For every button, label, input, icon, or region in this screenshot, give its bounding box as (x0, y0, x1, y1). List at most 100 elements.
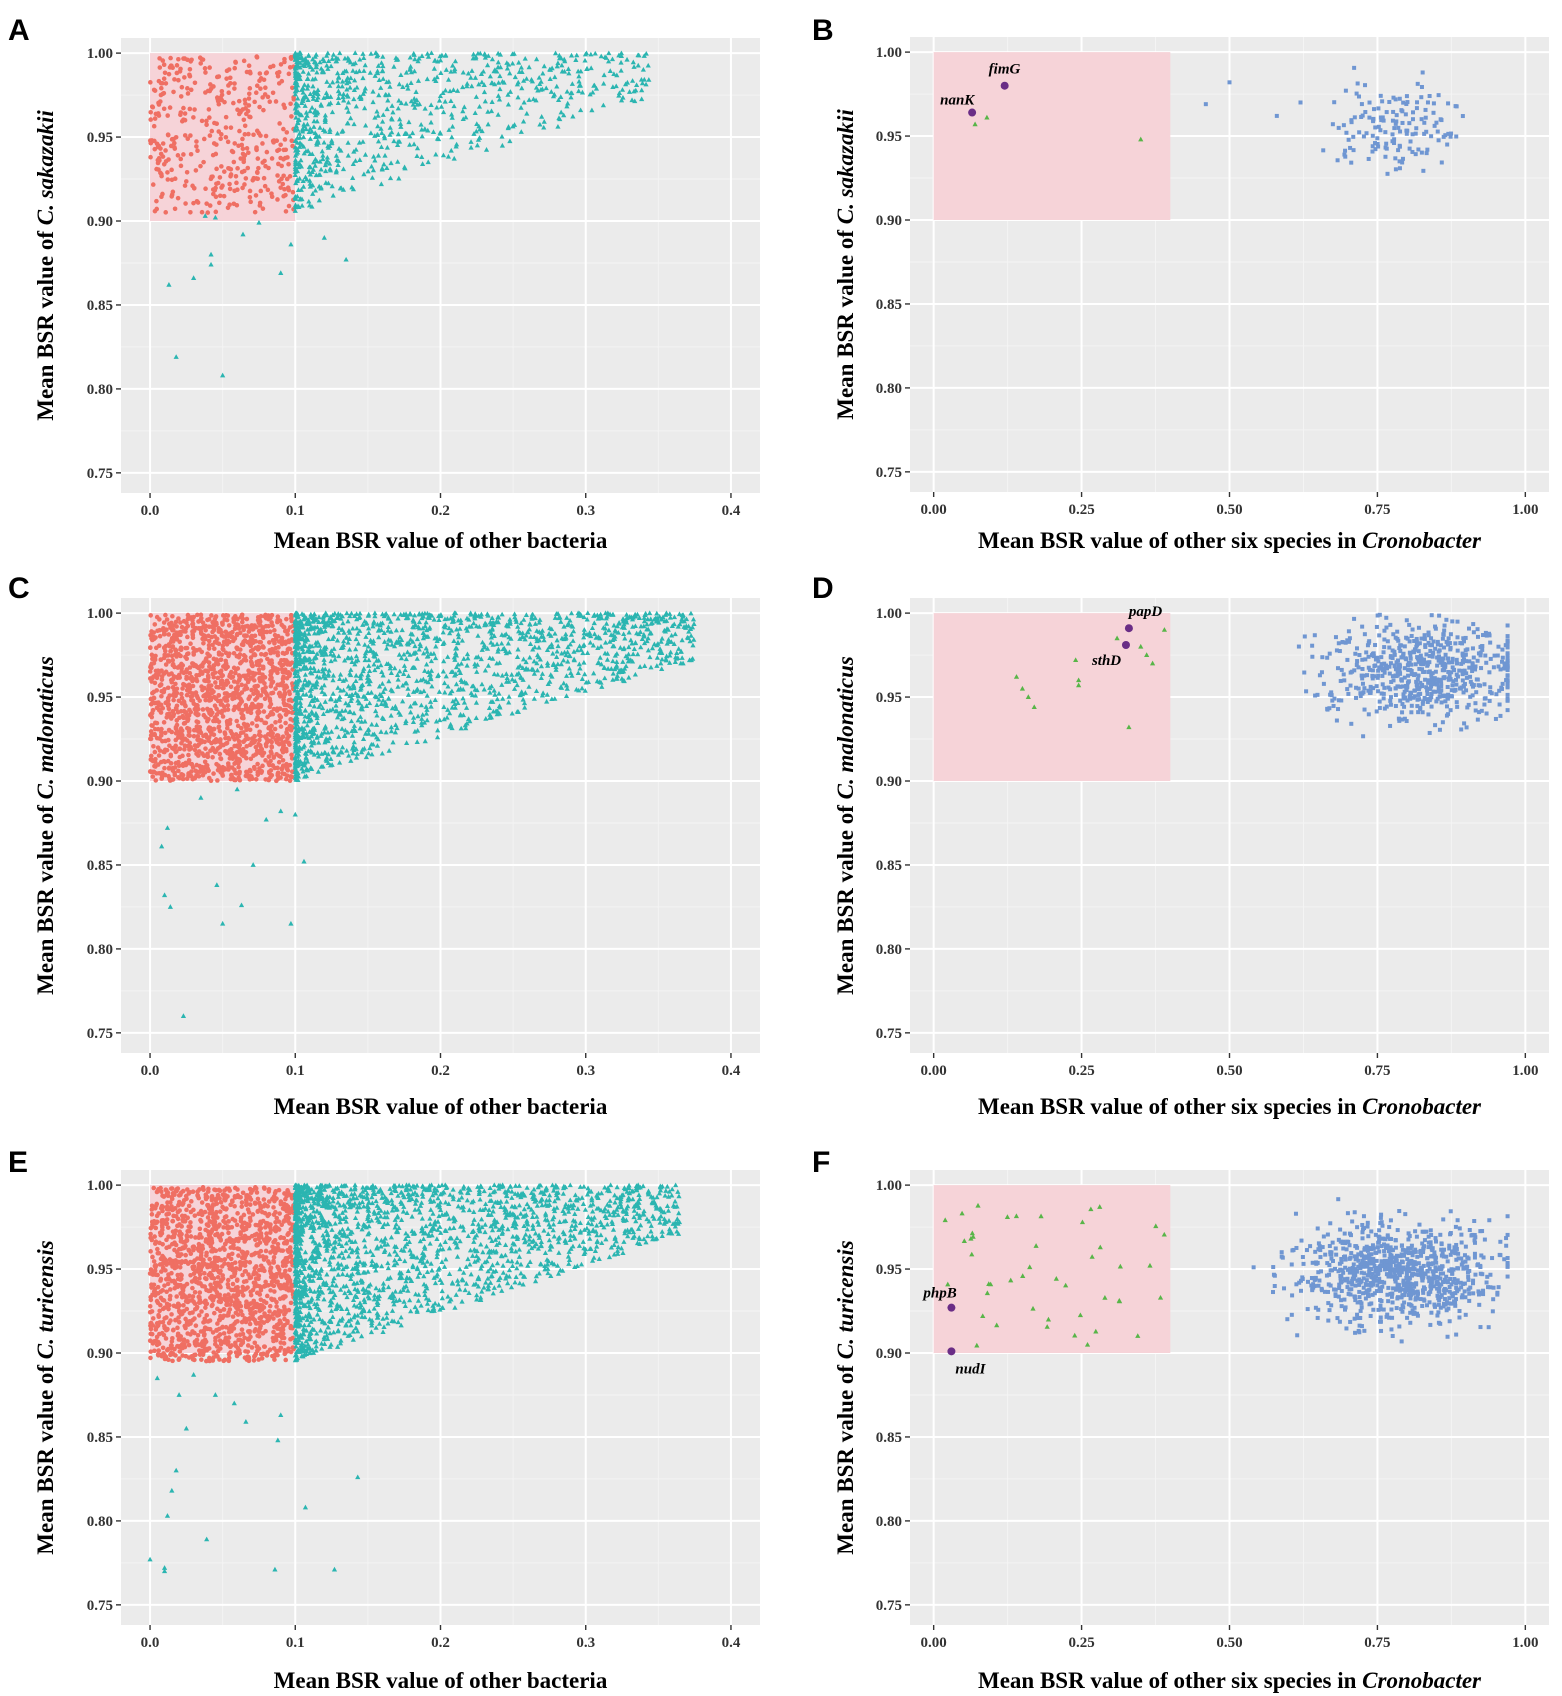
point-triangle-1 (495, 648, 501, 654)
point-square-0 (1378, 128, 1383, 133)
point-circle-0 (205, 210, 211, 215)
point-circle-0 (208, 748, 213, 753)
point-triangle-1 (351, 148, 357, 154)
point-circle-0 (236, 739, 242, 744)
point-triangle-1 (318, 166, 324, 172)
point-triangle-1 (297, 50, 303, 56)
y-tick-label: 0.90 (87, 774, 113, 790)
point-square-0 (1364, 131, 1369, 136)
point-circle-0 (187, 66, 193, 72)
point-square-0 (1392, 126, 1397, 131)
point-triangle-1 (339, 726, 345, 731)
point-square-0 (1349, 118, 1354, 123)
point-circle-0 (286, 161, 291, 167)
point-circle-0 (194, 772, 199, 778)
point-circle-0 (226, 653, 231, 659)
point-circle-0 (157, 56, 162, 61)
point-circle-0 (212, 187, 218, 193)
point-square-0 (1363, 83, 1368, 88)
point-triangle-1 (626, 89, 633, 94)
point-triangle-1 (357, 157, 363, 162)
point-circle-0 (232, 81, 237, 86)
point-circle-0 (268, 615, 273, 621)
point-circle-0 (161, 625, 166, 631)
point-square-0 (1440, 636, 1445, 641)
point-circle-0 (273, 737, 279, 743)
point-triangle-1 (380, 54, 386, 59)
point-triangle-1 (326, 101, 332, 107)
point-circle-0 (162, 747, 168, 753)
point-triangle-1 (324, 62, 330, 68)
point-circle-0 (279, 78, 285, 84)
x-tick-label: 0.3 (576, 503, 595, 519)
point-circle-0 (200, 620, 206, 625)
point-triangle-1 (406, 119, 412, 125)
point-outlier (202, 213, 208, 218)
point-triangle-1 (322, 112, 328, 118)
point-circle-0 (165, 698, 171, 703)
point-square-0 (1429, 134, 1434, 139)
point-triangle-1 (446, 710, 453, 716)
point-circle-0 (235, 684, 241, 690)
point-circle-0 (278, 714, 284, 720)
point-circle-0 (207, 115, 212, 120)
point-circle-0 (206, 633, 211, 639)
point-circle-0 (154, 198, 159, 204)
point-triangle-1 (555, 643, 561, 649)
point-triangle-1 (497, 64, 504, 70)
point-triangle-1 (371, 153, 377, 159)
point-triangle-1 (316, 197, 322, 203)
point-triangle-1 (504, 60, 510, 65)
point-circle-0 (253, 744, 259, 750)
point-circle-0 (148, 729, 154, 734)
point-circle-0 (150, 723, 155, 729)
point-triangle-1 (541, 124, 547, 130)
point-triangle-1 (310, 93, 316, 98)
point-circle-0 (239, 619, 245, 625)
point-triangle-1 (312, 90, 319, 95)
point-triangle-1 (334, 714, 341, 720)
point-triangle-1 (344, 104, 350, 110)
point-square-0 (1387, 99, 1392, 104)
point-circle-0 (234, 180, 239, 186)
point-circle-0 (206, 675, 211, 680)
point-triangle-1 (300, 96, 306, 102)
point-triangle-1 (340, 94, 346, 100)
point-triangle-1 (419, 133, 425, 139)
point-circle-0 (156, 753, 162, 758)
point-circle-0 (220, 620, 225, 626)
point-triangle-1 (569, 81, 575, 86)
point-circle-0 (175, 195, 181, 201)
point-triangle-1 (333, 153, 339, 158)
point-triangle-1 (554, 83, 560, 89)
point-circle-0 (173, 730, 179, 736)
point-circle-0 (184, 674, 189, 680)
point-square-0 (1344, 130, 1349, 135)
point-outlier (208, 251, 214, 257)
point-circle-0 (219, 708, 225, 714)
point-outlier (343, 256, 349, 262)
point-triangle-1 (378, 662, 384, 668)
point-triangle-1 (541, 637, 547, 643)
point-circle-0 (257, 709, 262, 715)
point-circle-0 (203, 697, 208, 703)
point-triangle-1 (345, 99, 352, 105)
point-circle-0 (165, 658, 171, 664)
point-circle-0 (147, 712, 153, 718)
y-tick-label: 0.85 (87, 858, 113, 874)
point-circle-0 (257, 676, 262, 682)
point-square-0 (1399, 108, 1404, 113)
point-circle-0 (184, 776, 190, 781)
point-circle-0 (220, 613, 226, 618)
point-circle-0 (163, 81, 169, 86)
point-triangle-1 (479, 79, 485, 85)
point-triangle-1 (524, 110, 530, 116)
point-triangle-1 (449, 704, 455, 710)
point-circle-0 (267, 629, 273, 635)
point-triangle-1 (461, 656, 467, 661)
point-square-0 (1390, 139, 1395, 144)
point-circle-0 (255, 691, 260, 697)
point-square-0 (1460, 678, 1465, 683)
point-outlier (1298, 100, 1303, 105)
point-triangle-1 (297, 64, 303, 70)
